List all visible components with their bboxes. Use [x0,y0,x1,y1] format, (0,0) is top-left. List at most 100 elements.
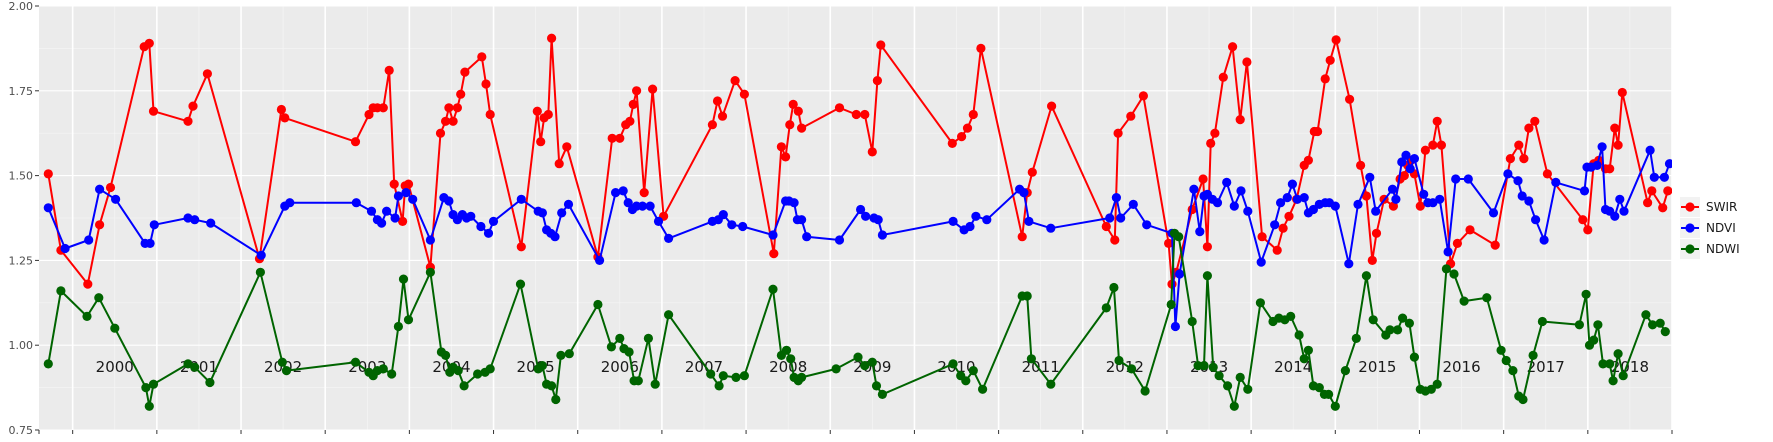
data-point-ndwi [606,342,617,352]
data-point-ndwi [393,321,403,332]
data-point-ndwi [56,286,66,296]
data-point-ndwi [190,362,200,372]
data-point-swir [1210,128,1220,138]
data-point-swir [536,137,546,147]
data-point-ndwi [1026,354,1036,364]
data-point-ndvi [1105,213,1115,223]
data-point-swir [625,116,635,126]
data-point-ndwi [786,354,796,364]
data-point-ndvi [1531,215,1541,225]
data-point-ndvi [1513,176,1523,186]
data-point-swir [876,40,886,50]
data-point-ndwi [1368,315,1378,325]
data-point-ndvi [1142,220,1152,230]
year-label: 2016 [1442,358,1480,376]
data-point-ndvi [444,196,454,206]
data-point-ndwi [1496,345,1506,355]
data-point-ndvi [1488,208,1499,218]
data-point-swir [1524,123,1534,133]
data-point-ndwi [1199,361,1209,371]
data-point-ndwi [453,366,463,376]
data-point-swir [968,109,978,120]
data-point-ndvi [1175,269,1185,279]
data-point-ndwi [643,333,654,343]
legend-item-ndwi: NDWI [1680,239,1740,259]
y-tick-label: 1.75 [9,85,34,98]
data-point-ndvi [393,191,403,201]
data-point-swir [707,120,718,130]
data-point-ndvi [190,215,200,225]
data-point-swir [872,76,883,86]
data-point-ndvi [1597,142,1607,152]
data-point-ndvi [1428,198,1438,208]
data-point-swir [776,142,787,152]
year-label: 2012 [1106,358,1144,376]
data-point-ndwi [277,357,287,367]
data-point-ndvi [408,194,418,204]
data-point-ndwi [1409,352,1419,362]
data-point-ndwi [1127,364,1137,374]
data-point-ndwi [1101,303,1111,313]
data-point-swir [1202,242,1212,252]
data-point-ndvi [1419,189,1429,199]
data-point-ndwi [1174,232,1184,242]
data-point-ndvi [727,220,737,230]
data-point-ndwi [624,347,634,357]
data-point-ndvi [738,221,748,232]
data-point-ndwi [781,345,792,355]
y-axis: 0.75 1.00 1.25 1.50 1.75 2.00 [9,0,39,437]
data-point-swir [1198,174,1208,184]
data-point-swir [384,65,394,75]
data-point-ndwi [871,381,882,391]
data-point-ndvi [1189,184,1199,194]
data-point-swir [1613,140,1623,150]
data-point-swir [639,188,649,198]
data-point-ndvi [377,218,387,228]
data-point-ndvi [1610,211,1620,221]
data-point-swir [444,103,454,113]
data-point-swir [364,109,374,120]
data-point-ndwi [1528,350,1538,360]
data-point-ndvi [1443,247,1453,257]
legend-label-ndwi: NDWI [1706,242,1740,256]
data-point-ndvi [856,204,866,215]
data-point-ndwi [551,394,561,405]
data-point-ndvi [1405,164,1415,174]
data-point-swir [1367,255,1377,265]
data-point-ndvi [664,233,674,243]
data-point-swir [403,179,414,189]
data-point-swir [1647,186,1657,196]
series-ndvi [43,142,1672,332]
data-point-swir [1605,164,1615,174]
data-point-ndwi [110,323,120,333]
data-point-ndwi [1140,386,1150,396]
data-point-ndvi [285,198,295,208]
legend-label-swir: SWIR [1706,200,1737,214]
data-point-ndwi [1187,316,1197,327]
data-point-ndvi [1387,184,1398,194]
data-point-ndvi [611,188,621,198]
data-point-ndwi [43,359,53,369]
year-label: 2010 [937,358,975,376]
data-point-ndwi [398,274,409,284]
data-point-swir [648,84,658,94]
data-point-swir [1542,169,1552,179]
data-point-ndwi [1655,318,1665,328]
data-point-swir [1027,167,1037,177]
data-point-ndvi [563,199,574,209]
data-point-ndwi [1294,330,1304,340]
data-point-swir [717,111,728,121]
data-point-ndvi [1645,145,1655,155]
data-point-swir [860,109,870,120]
series-swir [43,33,1672,289]
data-point-ndwi [1303,345,1313,355]
data-point-swir [1436,140,1446,150]
data-point-ndwi [797,372,807,382]
data-point-ndwi [978,384,988,394]
data-point-ndwi [378,364,388,374]
year-label: 2006 [601,358,639,376]
data-point-ndvi [488,216,499,226]
data-point-ndwi [459,381,469,391]
data-point-ndvi [1170,321,1180,332]
data-point-ndvi [1517,191,1527,201]
